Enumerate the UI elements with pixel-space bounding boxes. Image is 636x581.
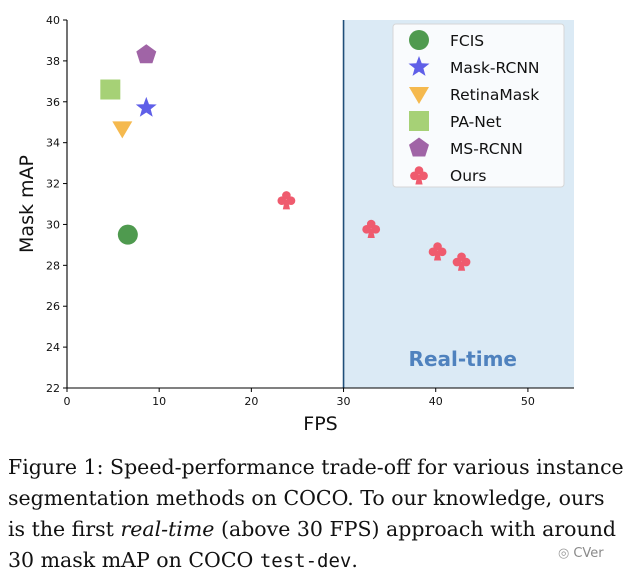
caption-line-2: segmentation methods on COCO. To our kno…: [8, 486, 605, 510]
y-tick-label: 32: [46, 178, 60, 191]
y-tick-label: 22: [46, 382, 60, 395]
club-stem: [433, 251, 442, 261]
legend-marker-mask-rcnn: [408, 56, 430, 76]
caption-line-3: is the first real-time (above 30 FPS) ap…: [8, 514, 628, 545]
club-leaf: [461, 257, 471, 267]
club-leaf: [452, 257, 462, 267]
club-leaf: [362, 225, 371, 234]
legend-marker-fcis: [409, 30, 429, 50]
caption-line-1: Figure 1: Speed-performance trade-off fo…: [8, 455, 624, 479]
y-tick-label: 36: [46, 96, 60, 109]
x-tick-label: 30: [337, 395, 351, 408]
y-tick-label: 28: [46, 259, 60, 272]
legend-box: [392, 23, 565, 188]
legend-label-fcis: FCIS: [450, 32, 484, 50]
club-leaf: [371, 225, 381, 234]
legend-marker-retinamask: [409, 87, 429, 104]
data-point-mask-rcnn: [135, 96, 157, 117]
data-point-ours: [277, 191, 296, 210]
caption-text: 30 mask mAP on COCO: [8, 548, 260, 572]
y-tick-label: 40: [46, 14, 60, 27]
watermark: ◎ CVer: [558, 546, 604, 561]
y-tick-label: 38: [46, 55, 60, 68]
x-tick-label: 10: [152, 395, 166, 408]
watermark-text: CVer: [573, 546, 604, 561]
legend-label-pa-net: PA-Net: [450, 113, 501, 131]
club-leaf: [428, 247, 438, 257]
y-tick-label: 30: [46, 218, 60, 231]
legend: FCIS Mask-RCNN RetinaMask PA-Net MS-RCNN Ours: [392, 23, 565, 188]
x-tick-label: 40: [429, 395, 443, 408]
club-leaf: [410, 171, 419, 181]
legend-label-mask-rcnn: Mask-RCNN: [450, 59, 540, 77]
y-tick-label: 26: [46, 300, 60, 313]
x-axis-label: FPS: [303, 413, 337, 435]
data-point-pa-net: [100, 79, 121, 100]
data-point-ms-rcnn: [136, 44, 157, 64]
scatter-chart: Real-time 0 10 20 30 40 50 22 24 26 28 30 32 34 36 38 40…: [16, 14, 574, 435]
caption-line-4: 30 mask mAP on COCO test-dev.: [8, 545, 628, 577]
data-point-ours: [452, 252, 471, 271]
wechat-icon: ◎: [558, 546, 570, 561]
data-point-fcis: [117, 224, 138, 245]
club-stem: [457, 261, 466, 271]
y-tick-label: 24: [46, 341, 60, 354]
y-axis-label: Mask mAP: [16, 155, 38, 253]
caption-emphasis: real-time: [120, 517, 215, 541]
data-point-retinamask: [112, 121, 133, 139]
legend-marker-pa-net: [409, 111, 429, 131]
data-point-ours: [362, 219, 381, 239]
caption-text: (above 30 FPS) approach with around: [214, 517, 617, 541]
legend-label-ours: Ours: [450, 167, 486, 185]
legend-marker-ours: [410, 166, 428, 185]
caption-text: is the first: [8, 517, 121, 541]
x-tick-label: 50: [521, 395, 535, 408]
legend-label-ms-rcnn: MS-RCNN: [450, 140, 523, 158]
legend-label-retinamask: RetinaMask: [450, 86, 539, 104]
club-leaf: [286, 196, 296, 206]
x-tick-label: 20: [244, 395, 258, 408]
caption-code: test-dev: [259, 550, 352, 572]
realtime-label: Real-time: [409, 347, 517, 371]
y-tick-label: 34: [46, 137, 60, 150]
club-stem: [282, 199, 290, 210]
club-leaf: [437, 247, 447, 257]
x-tick-label: 0: [64, 395, 71, 408]
club-stem: [367, 228, 375, 239]
data-point-ours: [428, 242, 447, 261]
figure-caption: Figure 1: Speed-performance trade-off fo…: [8, 452, 628, 577]
club-leaf: [419, 171, 428, 181]
club-leaf: [277, 196, 287, 206]
club-stem: [415, 175, 423, 185]
caption-text: .: [351, 548, 358, 572]
legend-marker-ms-rcnn: [409, 137, 429, 157]
